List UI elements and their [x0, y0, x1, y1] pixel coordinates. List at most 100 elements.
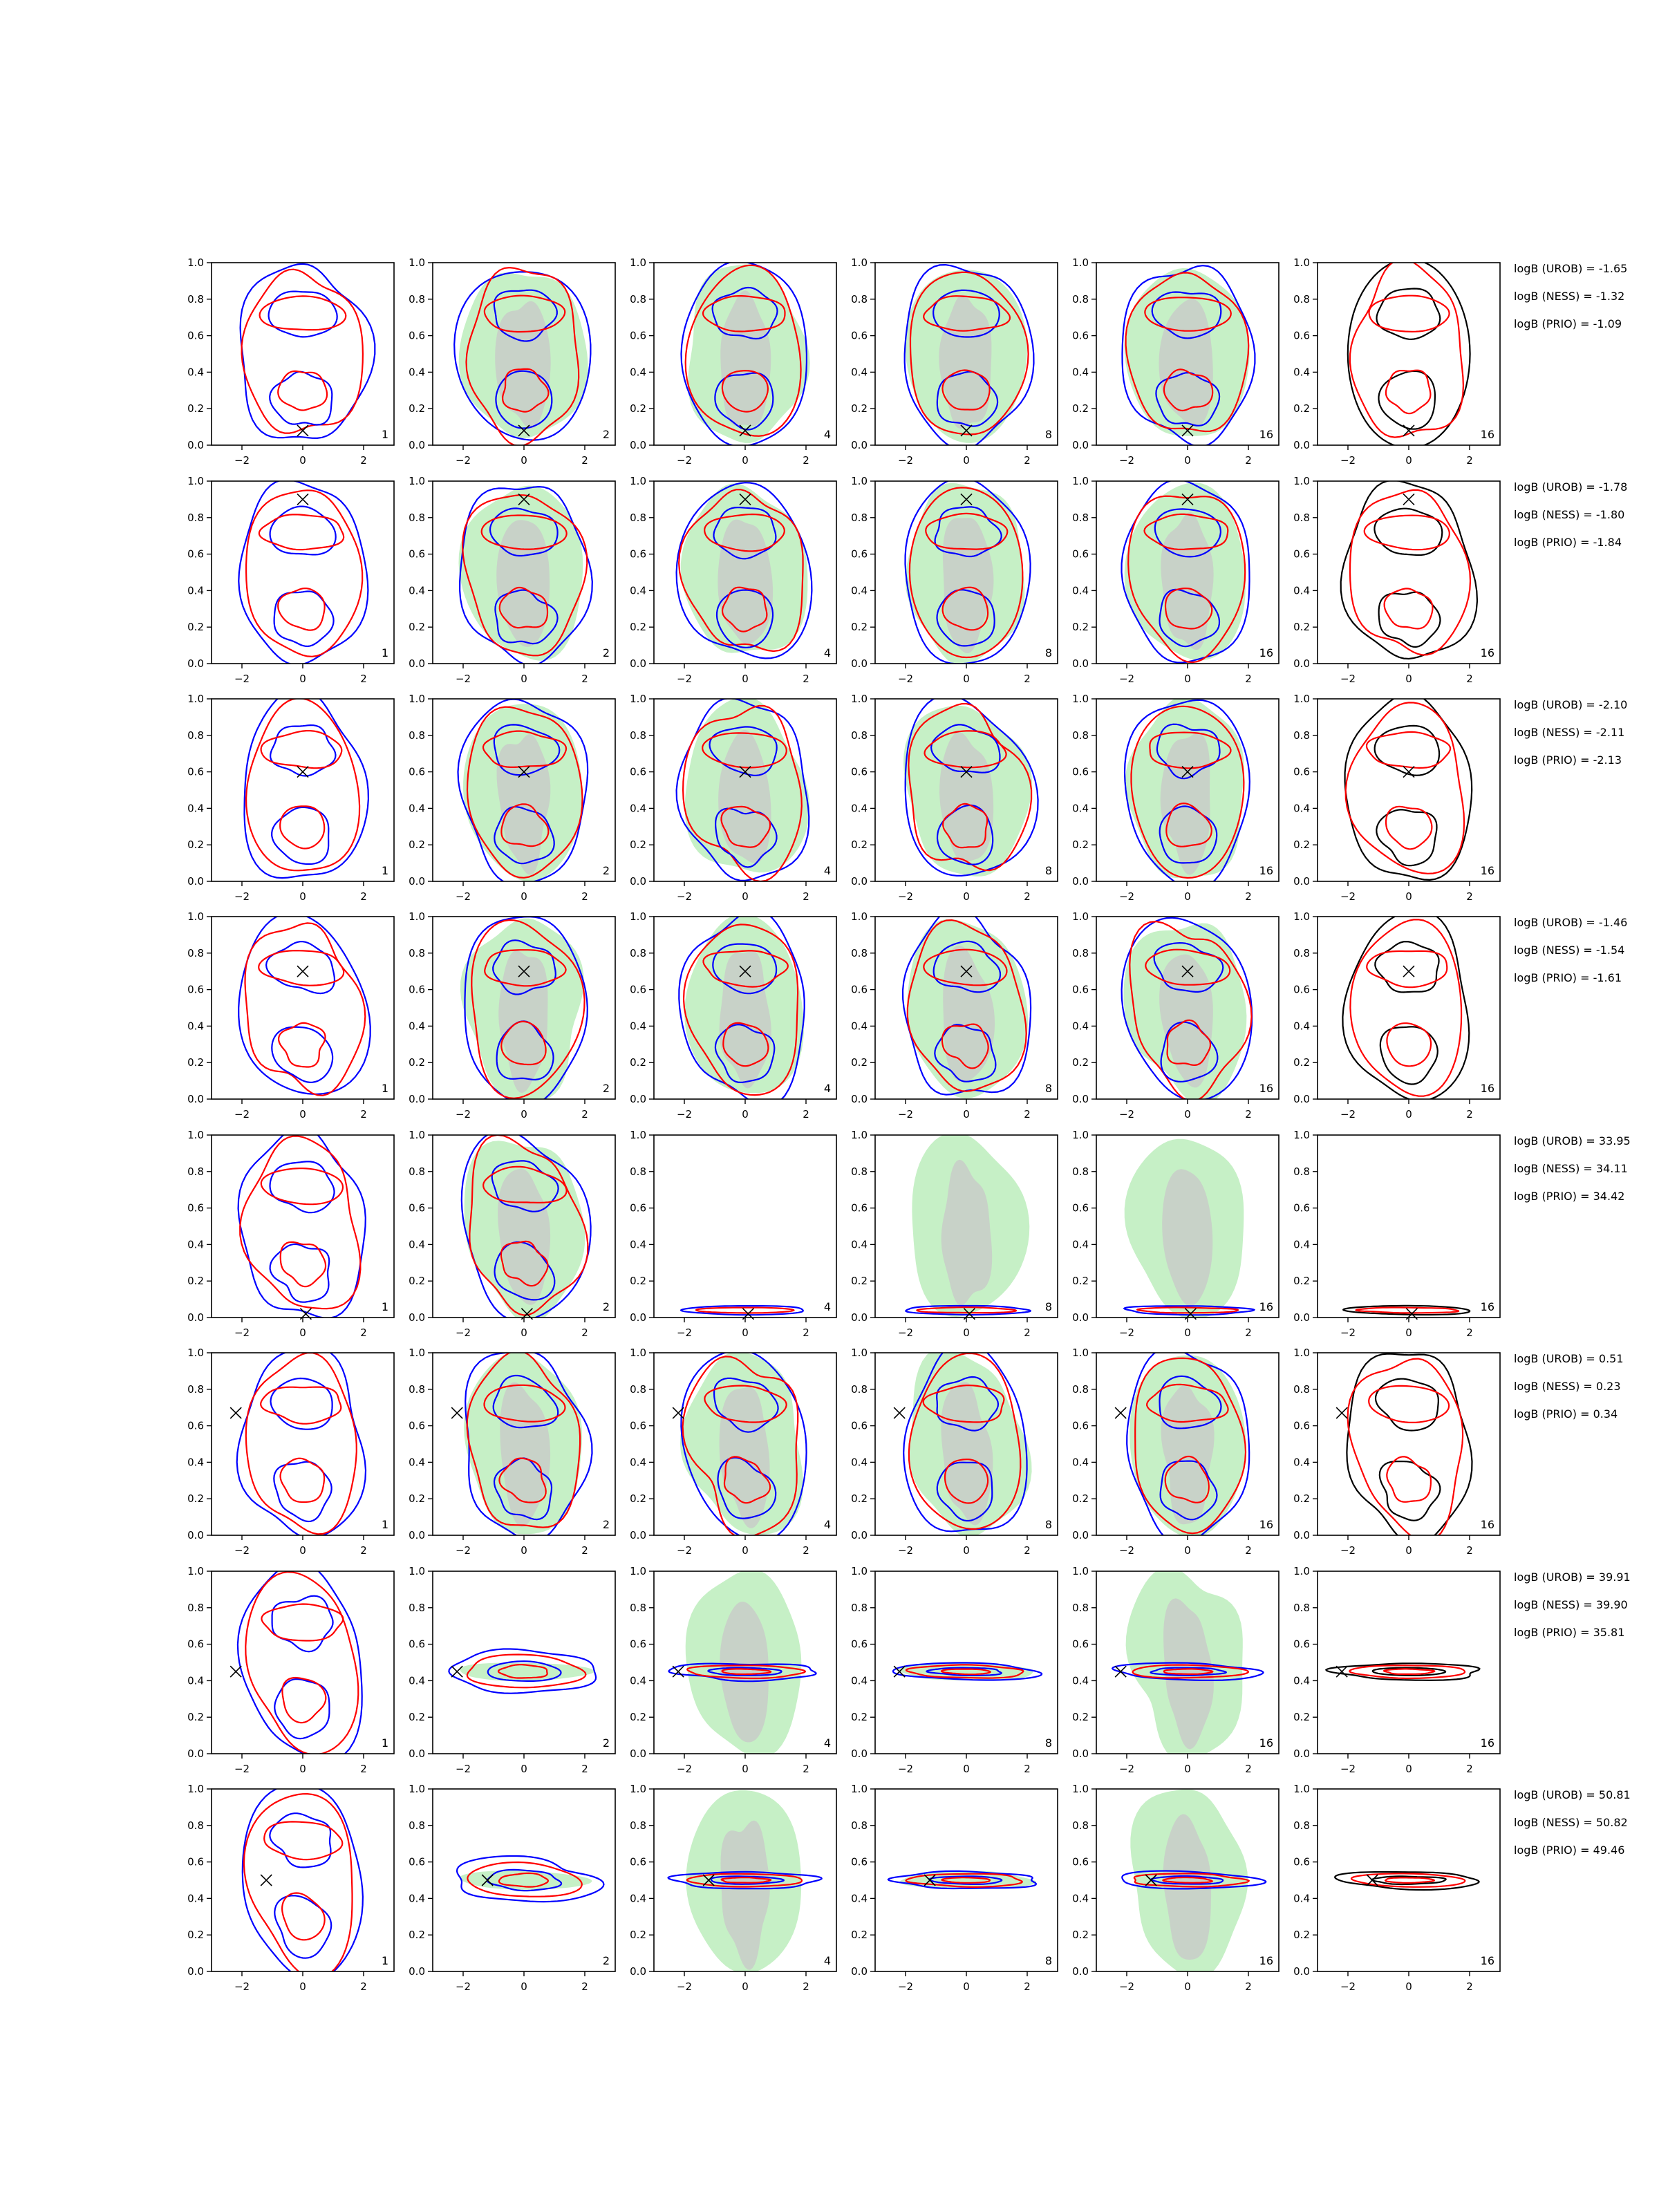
contour-upper — [269, 1161, 335, 1214]
contour-upper — [709, 726, 778, 776]
true-value-marker — [739, 965, 751, 977]
x-tick-label: 0 — [742, 673, 749, 685]
contour-red-outer — [686, 1873, 803, 1888]
y-tick-label: 0.0 — [630, 1747, 646, 1760]
contour-red-lower — [501, 368, 550, 413]
y-tick-label: 0.2 — [187, 1275, 204, 1287]
contour-upper — [268, 290, 338, 338]
contour-red-upper — [702, 732, 787, 769]
x-tick-label: −2 — [1119, 454, 1134, 467]
y-tick-label: 0.4 — [1293, 802, 1310, 814]
x-tick-label: −2 — [234, 454, 250, 467]
contour-lower — [1376, 809, 1438, 867]
y-tick-label: 1.0 — [187, 1565, 204, 1577]
x-tick-label: −2 — [1119, 1108, 1134, 1121]
panel-contents — [1347, 263, 1471, 445]
contour-red-lower — [277, 1022, 326, 1068]
y-tick-label: 0.0 — [851, 1311, 868, 1324]
x-tick-label: −2 — [1119, 673, 1134, 685]
contour-outer — [887, 1870, 1038, 1890]
y-tick-label: 0.4 — [630, 366, 646, 378]
y-tick-label: 0.0 — [1072, 657, 1089, 670]
density-fill-inner — [720, 1820, 770, 1970]
x-tick-label: 2 — [1245, 454, 1252, 467]
contour-upper — [1151, 291, 1222, 339]
panel-column-label: 1 — [382, 1518, 388, 1531]
x-tick-label: 0 — [742, 890, 749, 903]
panel-r6-c6: −2 0 2 0.0 0.2 0.4 0.6 0.8 1.0 16 — [1293, 1347, 1501, 1557]
contour-outer — [1111, 1662, 1264, 1682]
y-tick-label: 0.8 — [187, 1383, 204, 1396]
y-tick-label: 1.0 — [1293, 256, 1310, 269]
y-tick-label: 0.8 — [630, 512, 646, 524]
contour-outer — [243, 699, 370, 879]
y-tick-label: 0.2 — [1072, 1275, 1089, 1287]
y-tick-label: 0.0 — [409, 1311, 425, 1324]
true-value-marker — [1181, 965, 1194, 977]
density-fill-inner — [1159, 299, 1213, 427]
contour-red-upper — [482, 1165, 568, 1203]
contour-red-outer — [471, 919, 585, 1099]
y-tick-label: 0.2 — [851, 1275, 868, 1287]
y-tick-label: 0.6 — [630, 766, 646, 778]
y-tick-label: 0.4 — [630, 1456, 646, 1468]
y-tick-label: 0.0 — [1293, 1529, 1310, 1541]
panel-r6-c3: −2 0 2 0.0 0.2 0.4 0.6 0.8 1.0 4 — [630, 1347, 837, 1557]
x-tick-label: 0 — [1405, 673, 1412, 685]
y-tick-label: 0.0 — [1293, 1965, 1310, 1978]
y-tick-label: 0.4 — [187, 1020, 204, 1032]
density-fill-inner — [495, 301, 551, 429]
x-tick-label: 2 — [1466, 673, 1473, 685]
contour-red-lower — [1163, 368, 1214, 412]
y-tick-label: 0.8 — [630, 729, 646, 742]
y-tick-label: 0.8 — [409, 1819, 425, 1832]
x-tick-label: −2 — [456, 1327, 471, 1339]
contour-red-upper — [925, 512, 1009, 550]
y-tick-label: 0.0 — [851, 439, 868, 451]
panel-column-label: 2 — [603, 864, 610, 877]
contour-upper — [492, 939, 556, 995]
contour-inner — [710, 1875, 785, 1885]
y-tick-label: 0.6 — [1293, 984, 1310, 996]
contour-red-upper — [1145, 948, 1231, 986]
y-tick-label: 1.0 — [630, 693, 646, 705]
panel-column-label: 4 — [824, 1082, 831, 1095]
panel-contents — [679, 1304, 804, 1316]
y-tick-label: 0.2 — [630, 1711, 646, 1723]
panel-column-label: 2 — [603, 1954, 610, 1967]
y-tick-label: 0.2 — [409, 1056, 425, 1069]
y-tick-label: 0.4 — [409, 584, 425, 597]
x-tick-label: −2 — [898, 673, 913, 685]
y-tick-label: 0.6 — [630, 1856, 646, 1868]
contour-red-outer — [466, 706, 583, 879]
panel-contents — [1121, 1789, 1267, 1971]
x-tick-label: 2 — [360, 1763, 367, 1775]
contour-lower — [936, 804, 994, 865]
y-tick-label: 0.0 — [630, 1965, 646, 1978]
x-tick-label: 2 — [1024, 1544, 1031, 1557]
x-tick-label: 2 — [1466, 890, 1473, 903]
y-tick-label: 0.0 — [409, 657, 425, 670]
logB-annotation: logB (PRIO) = -1.84 — [1514, 536, 1622, 549]
panel-r3-c3: −2 0 2 0.0 0.2 0.4 0.6 0.8 1.0 4 — [630, 693, 837, 903]
contour-outer — [1347, 263, 1471, 445]
logB-annotation: logB (UROB) = -2.10 — [1514, 698, 1627, 711]
contour-red-upper — [1368, 1385, 1450, 1424]
panel-contents — [1121, 917, 1253, 1099]
contour-red-outer — [908, 702, 1033, 872]
logB-annotation: logB (NESS) = -1.54 — [1514, 944, 1624, 957]
y-tick-label: 0.8 — [187, 512, 204, 524]
contour-red-lower — [1166, 1019, 1212, 1067]
x-tick-label: 2 — [803, 454, 809, 467]
panel-r4-c1: −2 0 2 0.0 0.2 0.4 0.6 0.8 1.0 1 — [187, 910, 395, 1121]
panel-r6-c1: −2 0 2 0.0 0.2 0.4 0.6 0.8 1.0 1 — [187, 1347, 395, 1557]
x-tick-label: 0 — [521, 1544, 527, 1557]
contour-red-lower — [277, 588, 326, 631]
y-tick-label: 0.2 — [409, 621, 425, 633]
y-tick-label: 0.8 — [187, 1165, 204, 1178]
y-tick-label: 0.4 — [851, 1892, 868, 1904]
density-fill-inner — [942, 518, 994, 653]
contour-outer — [1333, 1871, 1480, 1891]
y-tick-label: 0.4 — [1072, 366, 1089, 378]
y-tick-label: 0.2 — [1072, 1492, 1089, 1505]
